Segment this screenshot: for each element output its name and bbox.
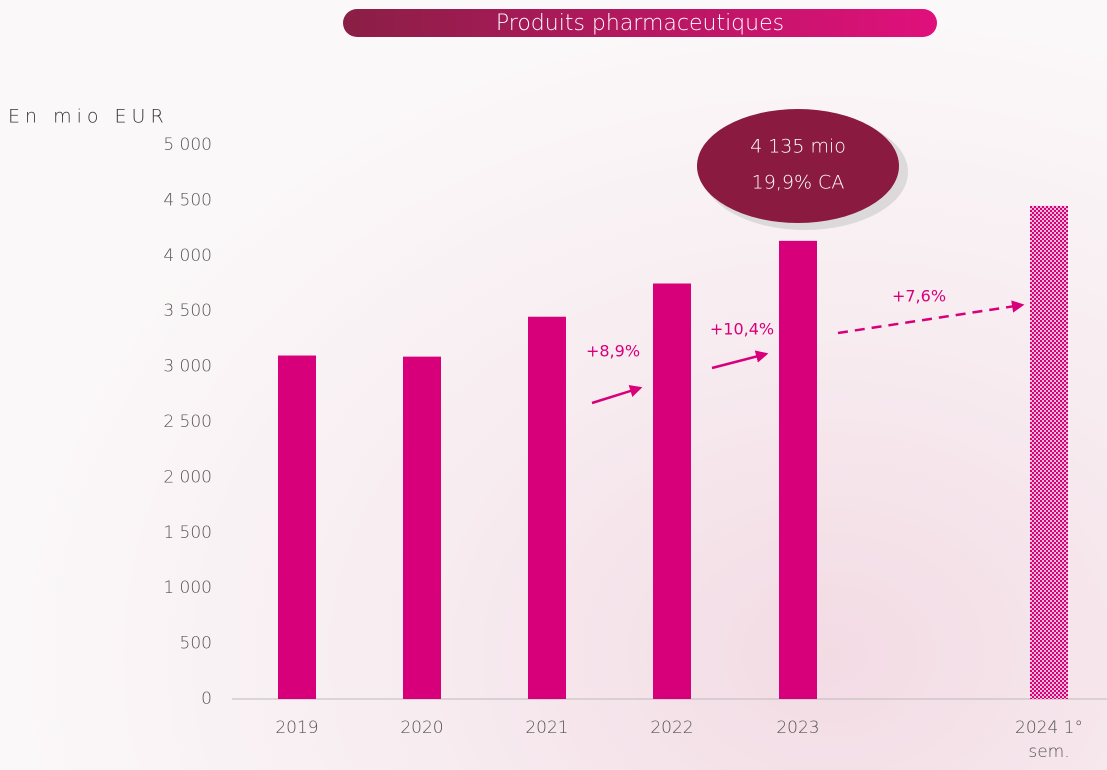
growth-label: +7,6% (892, 287, 946, 306)
bar (779, 240, 817, 700)
y-axis-label: En mio EUR (8, 106, 169, 128)
growth-label: +8,9% (586, 342, 640, 361)
x-tick-label: 2024 1° sem. (1015, 718, 1083, 762)
arrow (711, 350, 769, 370)
chart-title: Produits pharmaceutiques (496, 11, 784, 36)
y-tick-label: 5 000 (163, 135, 212, 155)
arrow (591, 385, 643, 405)
callout (697, 109, 899, 223)
y-tick-label: 1 500 (163, 523, 212, 543)
x-tick-label: 2019 (275, 718, 319, 738)
y-tick-label: 3 500 (163, 301, 212, 321)
y-tick-label: 2 500 (163, 412, 212, 432)
callout-text: 19,9% CA (752, 172, 845, 194)
growth-label: +10,4% (710, 320, 774, 339)
x-tick-label: 2022 (650, 718, 694, 738)
x-tick-label: 2021 (525, 718, 569, 738)
y-tick-label: 4 500 (163, 190, 212, 210)
arrow (837, 300, 1025, 335)
bar (528, 316, 566, 699)
bar (278, 355, 316, 699)
callout-text: 4 135 mio (750, 136, 846, 158)
x-tick-label: 2023 (776, 718, 820, 738)
bar (1030, 205, 1068, 699)
bar (403, 356, 441, 699)
y-tick-label: 4 000 (163, 246, 212, 266)
y-tick-label: 500 (180, 634, 212, 654)
bar (653, 283, 691, 699)
y-tick-label: 0 (201, 689, 212, 709)
y-tick-label: 1 000 (163, 578, 212, 598)
y-tick-label: 3 000 (163, 357, 212, 377)
x-tick-label: 2020 (400, 718, 444, 738)
y-tick-label: 2 000 (163, 467, 212, 487)
title-pill (343, 9, 937, 37)
